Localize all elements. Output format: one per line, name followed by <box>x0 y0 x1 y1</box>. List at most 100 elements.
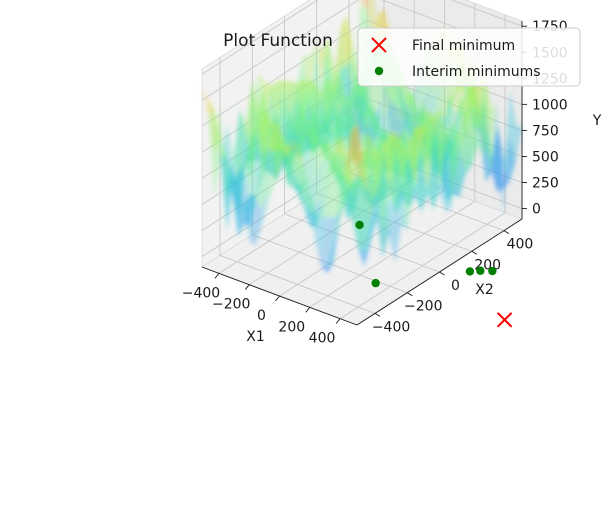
z-tick-label: 250 <box>532 176 559 192</box>
surface-patch <box>208 109 221 199</box>
surface-patch <box>334 14 347 73</box>
surface-patch <box>316 172 329 216</box>
surface-patch <box>376 76 389 121</box>
surface-patch <box>305 154 318 194</box>
surface-patch <box>322 152 335 218</box>
surface-patch <box>267 148 280 204</box>
x-tick-mark <box>244 284 250 290</box>
markers <box>355 220 513 328</box>
surface-patch <box>351 124 364 167</box>
surface-patch <box>357 89 370 133</box>
surface-patch <box>306 133 319 156</box>
x-axis-label: X1 <box>246 329 265 345</box>
surface-patch <box>303 169 316 216</box>
surface-patch <box>283 80 296 116</box>
surface-patch <box>389 131 402 207</box>
surface-patch <box>292 154 305 210</box>
surface-patch <box>497 130 510 216</box>
surface-patch <box>411 109 424 133</box>
surface-patch <box>453 136 466 198</box>
x-tick-label: 200 <box>278 319 305 335</box>
surface-patch <box>321 261 334 274</box>
surface-patch <box>351 75 364 133</box>
y-tick-label: −400 <box>372 319 410 335</box>
surface-patch <box>257 108 270 153</box>
surface-patch <box>262 120 275 155</box>
surface-patch <box>268 120 281 154</box>
surface-patch <box>297 156 311 213</box>
y-tick-label: 0 <box>451 278 460 294</box>
surface-patch <box>345 124 358 175</box>
surface-patch <box>239 79 252 135</box>
surface-patch <box>308 80 321 111</box>
x-tick-mark <box>335 318 341 324</box>
surface-patch <box>328 152 341 218</box>
y-tick-label: 400 <box>507 237 534 253</box>
z-tick-label: 0 <box>532 202 541 218</box>
surface-patch <box>440 107 453 149</box>
surface-patch <box>300 135 313 177</box>
surface-patch <box>323 141 336 161</box>
surface-patch <box>364 192 377 253</box>
surface-patch <box>309 200 322 258</box>
surface-patch <box>312 133 325 156</box>
interim-minimum-point <box>465 267 475 276</box>
surface-patch <box>339 171 352 223</box>
surface-patch <box>316 158 330 206</box>
surface-patch <box>414 148 428 213</box>
x-tick-label: −200 <box>212 297 250 313</box>
legend-interim-minimums-label: Interim minimums <box>412 64 541 80</box>
surface-patch <box>460 66 473 143</box>
surface-patch <box>298 178 311 227</box>
surface-patch <box>251 108 264 137</box>
surface-patch <box>262 149 275 209</box>
interim-minimum-point <box>371 278 380 288</box>
surface-patch <box>214 109 227 158</box>
legend-final-minimum-icon <box>371 37 387 53</box>
x-tick-label: −400 <box>182 285 220 301</box>
x-tick-mark <box>214 273 220 279</box>
surface-patch <box>446 121 459 207</box>
surface-patch <box>285 140 298 157</box>
surface-patch <box>303 162 316 226</box>
surface-patch <box>370 161 383 222</box>
surface-patch <box>250 154 263 200</box>
x-tick-mark <box>305 307 311 313</box>
surface-patch <box>478 65 491 160</box>
legend-final-minimum-label: Final minimum <box>412 38 515 54</box>
surface-patch <box>333 171 346 246</box>
surface-patch <box>213 108 227 199</box>
surface-patch <box>268 147 281 194</box>
surface-patch <box>238 136 252 175</box>
x-tick-mark <box>275 295 280 302</box>
surface-patch <box>401 152 415 231</box>
surface-patch <box>382 227 396 264</box>
surface-patch <box>439 148 453 213</box>
surface-patch <box>400 84 413 98</box>
surface-patch <box>256 149 269 209</box>
surface-patch <box>289 83 302 153</box>
surface-patch <box>362 104 376 120</box>
interim-minimum-point <box>488 266 497 276</box>
surface-patch <box>503 136 516 189</box>
surface-patch <box>288 100 302 132</box>
z-tick-label: 750 <box>532 123 559 139</box>
surface-patch <box>465 105 478 175</box>
surface-patch <box>244 132 258 198</box>
y-tick-mark <box>374 313 381 317</box>
surface-patch <box>452 110 465 161</box>
surface-patch <box>389 206 402 264</box>
surface-patch <box>238 174 251 226</box>
surface-patch <box>327 222 340 268</box>
surface-patch <box>361 0 369 11</box>
surface-patch <box>320 77 333 121</box>
x-tick-label: 0 <box>257 308 266 324</box>
surface-patch <box>490 104 503 216</box>
surface-patch <box>428 107 441 141</box>
final-minimum-marker <box>496 312 513 328</box>
surface-patch <box>296 80 309 117</box>
surface-patch <box>358 242 371 267</box>
surface-patch <box>309 192 322 226</box>
surface-patch <box>395 131 409 175</box>
surface-patch <box>368 117 381 136</box>
